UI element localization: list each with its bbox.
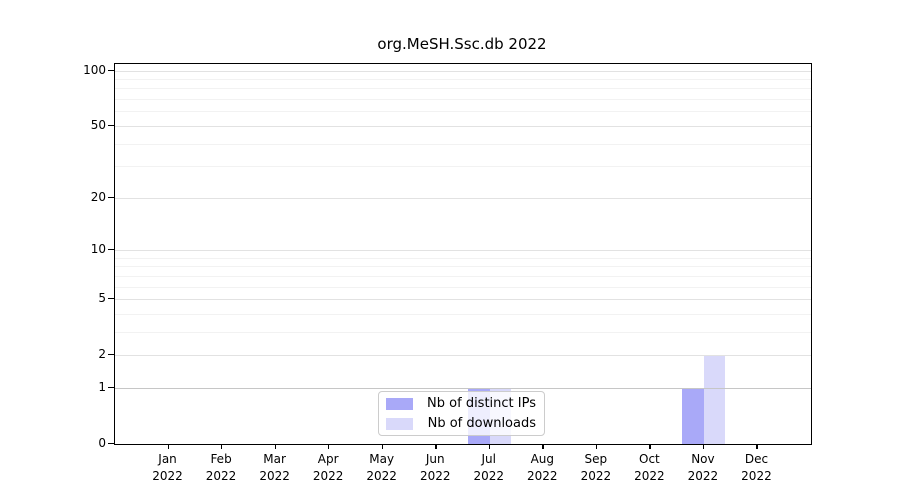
x-tick-apr — [328, 444, 330, 450]
major-gridline-50 — [115, 125, 811, 127]
x-tick-label-jun: Jun 2022 — [419, 452, 451, 483]
x-tick-label-mar: Mar 2022 — [259, 452, 290, 483]
major-gridline-5 — [115, 299, 811, 301]
y-tick-1 — [108, 386, 114, 389]
major-gridline-100 — [115, 70, 811, 72]
legend: Nb of distinct IPs Nb of downloads — [378, 391, 545, 436]
minor-gridline-80 — [115, 88, 811, 90]
minor-gridline-9 — [115, 257, 811, 259]
y-tick-0 — [108, 443, 114, 445]
minor-gridline-8 — [115, 266, 811, 268]
x-tick-aug — [542, 444, 544, 450]
x-tick-label-aug: Aug 2022 — [527, 452, 558, 483]
plot-area — [114, 63, 812, 445]
minor-gridline-6 — [115, 286, 811, 288]
minor-gridline-40 — [115, 143, 811, 145]
minor-gridline-7 — [115, 275, 811, 277]
x-tick-label-apr: Apr 2022 — [312, 452, 344, 483]
chart-title: org.MeSH.Ssc.db 2022 — [377, 35, 547, 53]
y-tick-label-50: 50 — [90, 117, 106, 132]
major-gridline-1 — [115, 387, 811, 389]
downloads-swatch-icon — [386, 417, 413, 430]
x-tick-label-dec: Dec 2022 — [741, 452, 772, 483]
x-tick-oct — [649, 444, 651, 450]
x-tick-label-jul: Jul 2022 — [473, 452, 505, 483]
minor-gridline-4 — [115, 313, 811, 315]
x-tick-label-may: May 2022 — [366, 452, 397, 483]
legend-row-distinct-ips: Nb of distinct IPs — [386, 396, 536, 411]
x-tick-may — [381, 444, 383, 450]
x-tick-label-feb: Feb 2022 — [205, 452, 237, 483]
y-tick-label-5: 5 — [98, 291, 106, 306]
minor-gridline-70 — [115, 99, 811, 101]
y-tick-label-20: 20 — [90, 189, 106, 204]
legend-label-distinct-ips: Nb of distinct IPs — [427, 396, 536, 411]
x-tick-jun — [435, 444, 437, 450]
y-tick-50 — [108, 124, 114, 127]
y-tick-100 — [108, 69, 114, 71]
x-tick-jul — [488, 444, 491, 450]
x-tick-label-sep: Sep 2022 — [580, 452, 612, 483]
x-tick-mar — [274, 444, 276, 450]
y-tick-5 — [108, 298, 114, 300]
distinct-ips-bar-nov — [682, 387, 704, 444]
legend-label-downloads: Nb of downloads — [427, 416, 536, 431]
minor-gridline-60 — [115, 111, 811, 113]
y-tick-label-2: 2 — [98, 347, 106, 362]
major-gridline-20 — [115, 197, 811, 199]
major-gridline-10 — [115, 250, 811, 251]
x-tick-label-jan: Jan 2022 — [152, 452, 183, 483]
minor-gridline-3 — [115, 331, 811, 333]
downloads-bar-nov — [703, 355, 726, 444]
x-tick-label-oct: Oct 2022 — [634, 452, 665, 483]
x-tick-feb — [221, 444, 223, 450]
legend-row-downloads: Nb of downloads — [386, 416, 536, 431]
y-tick-10 — [108, 249, 114, 251]
x-tick-label-nov: Nov 2022 — [687, 452, 719, 483]
major-gridline-2 — [115, 355, 811, 357]
y-tick-label-0: 0 — [98, 436, 106, 450]
y-tick-label-100: 100 — [83, 62, 106, 77]
distinct-ips-swatch-icon — [386, 397, 413, 410]
y-tick-2 — [108, 354, 114, 356]
y-tick-label-1: 1 — [98, 379, 106, 394]
x-tick-nov — [702, 444, 705, 450]
x-tick-sep — [595, 444, 598, 450]
y-tick-label-10: 10 — [90, 242, 106, 256]
x-tick-dec — [756, 444, 758, 450]
y-tick-20 — [108, 196, 114, 198]
minor-gridline-90 — [115, 79, 811, 81]
x-tick-jan — [167, 444, 169, 450]
minor-gridline-30 — [115, 166, 811, 168]
